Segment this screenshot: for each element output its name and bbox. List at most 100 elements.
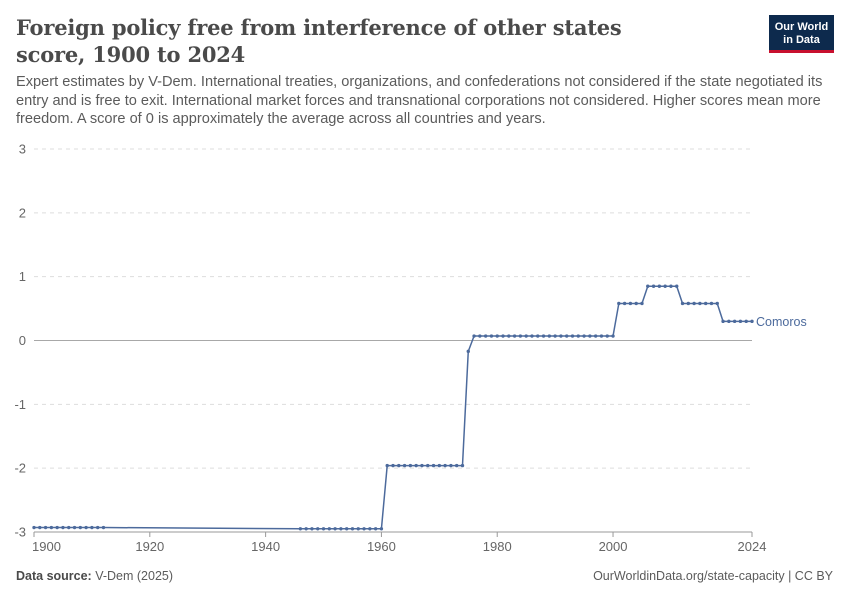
data-point[interactable] — [460, 463, 465, 468]
data-point[interactable] — [402, 463, 407, 468]
data-point[interactable] — [368, 527, 372, 531]
data-point[interactable] — [362, 527, 366, 531]
data-point[interactable] — [344, 527, 349, 531]
series-label[interactable]: Comoros — [756, 315, 807, 329]
data-point[interactable] — [593, 334, 598, 338]
data-point[interactable] — [72, 525, 77, 530]
data-point[interactable] — [55, 525, 59, 530]
data-point[interactable] — [316, 527, 320, 531]
data-point[interactable] — [379, 527, 384, 531]
data-point[interactable] — [547, 334, 552, 338]
owid-logo[interactable]: Our World in Data — [769, 15, 834, 53]
x-axis-ticks: 1900 1920 1940 1960 1980 2000 2024 — [32, 531, 766, 554]
data-point[interactable] — [565, 334, 569, 338]
data-point[interactable] — [310, 527, 314, 531]
data-point[interactable] — [454, 463, 459, 468]
data-point[interactable] — [698, 301, 702, 306]
data-point[interactable] — [397, 463, 401, 468]
data-point[interactable] — [489, 334, 494, 338]
data-point[interactable] — [391, 463, 395, 468]
data-point[interactable] — [501, 334, 505, 338]
data-point[interactable] — [651, 284, 656, 288]
data-point[interactable] — [507, 334, 511, 338]
data-point[interactable] — [431, 463, 436, 468]
data-point[interactable] — [675, 284, 679, 288]
data-point[interactable] — [38, 525, 42, 530]
data-point[interactable] — [669, 284, 673, 288]
data-point[interactable] — [727, 319, 731, 324]
data-point[interactable] — [709, 301, 714, 306]
data-point[interactable] — [49, 525, 54, 530]
data-point[interactable] — [686, 301, 691, 306]
data-point[interactable] — [576, 334, 580, 338]
data-point[interactable] — [304, 527, 308, 531]
data-point[interactable] — [646, 284, 650, 288]
data-point[interactable] — [703, 301, 708, 306]
data-point[interactable] — [721, 319, 725, 324]
data-point[interactable] — [628, 301, 633, 306]
data-point[interactable] — [634, 301, 638, 306]
data-point[interactable] — [611, 334, 615, 338]
data-point[interactable] — [541, 334, 546, 338]
data-point[interactable] — [582, 334, 586, 338]
data-point[interactable] — [449, 463, 453, 468]
data-point[interactable] — [67, 525, 71, 530]
data-point[interactable] — [599, 334, 604, 338]
data-point[interactable] — [640, 301, 644, 306]
data-point[interactable] — [78, 525, 83, 530]
data-point[interactable] — [622, 301, 627, 306]
data-point[interactable] — [744, 319, 748, 324]
data-point[interactable] — [84, 525, 88, 530]
data-point[interactable] — [588, 334, 592, 338]
data-point[interactable] — [32, 525, 36, 530]
data-point[interactable] — [518, 334, 523, 338]
data-point[interactable] — [437, 463, 442, 468]
data-point[interactable] — [90, 525, 94, 530]
series-line-comoros[interactable] — [34, 285, 752, 530]
data-point[interactable] — [339, 527, 343, 531]
data-point[interactable] — [43, 525, 48, 530]
data-point[interactable] — [738, 319, 743, 324]
data-point[interactable] — [617, 301, 621, 306]
data-point[interactable] — [524, 334, 528, 338]
data-point[interactable] — [414, 463, 418, 468]
data-point[interactable] — [553, 334, 557, 338]
data-point[interactable] — [483, 334, 488, 338]
data-point[interactable] — [350, 527, 355, 531]
data-point[interactable] — [321, 527, 326, 531]
data-point[interactable] — [750, 319, 754, 324]
data-point[interactable] — [385, 463, 389, 468]
data-point[interactable] — [657, 284, 662, 288]
data-point[interactable] — [715, 301, 719, 306]
data-point[interactable] — [298, 527, 303, 531]
data-point[interactable] — [95, 525, 100, 530]
data-point[interactable] — [478, 334, 482, 338]
data-point[interactable] — [420, 463, 424, 468]
data-point[interactable] — [466, 349, 470, 354]
data-point[interactable] — [443, 463, 447, 468]
footer-link[interactable]: OurWorldinData.org/state-capacity | CC B… — [593, 569, 833, 583]
data-point[interactable] — [732, 319, 737, 324]
data-point[interactable] — [536, 334, 540, 338]
data-point[interactable] — [101, 525, 106, 530]
data-point[interactable] — [605, 334, 609, 338]
data-point[interactable] — [495, 334, 499, 338]
data-point[interactable] — [408, 463, 413, 468]
data-point[interactable] — [472, 334, 476, 338]
data-point[interactable] — [530, 334, 534, 338]
y-tick-label: 1 — [19, 269, 26, 284]
data-point[interactable] — [327, 527, 332, 531]
data-point[interactable] — [512, 334, 517, 338]
data-point[interactable] — [356, 527, 360, 531]
data-point[interactable] — [333, 527, 337, 531]
data-point[interactable] — [61, 525, 65, 530]
data-source-value[interactable]: V-Dem (2025) — [95, 569, 174, 583]
data-point[interactable] — [663, 284, 667, 288]
data-point[interactable] — [426, 463, 430, 468]
data-point[interactable] — [373, 527, 378, 531]
logo-line-2: in Data — [783, 33, 820, 46]
data-point[interactable] — [692, 301, 696, 306]
data-point[interactable] — [559, 334, 563, 338]
data-point[interactable] — [680, 301, 685, 306]
data-point[interactable] — [570, 334, 575, 338]
